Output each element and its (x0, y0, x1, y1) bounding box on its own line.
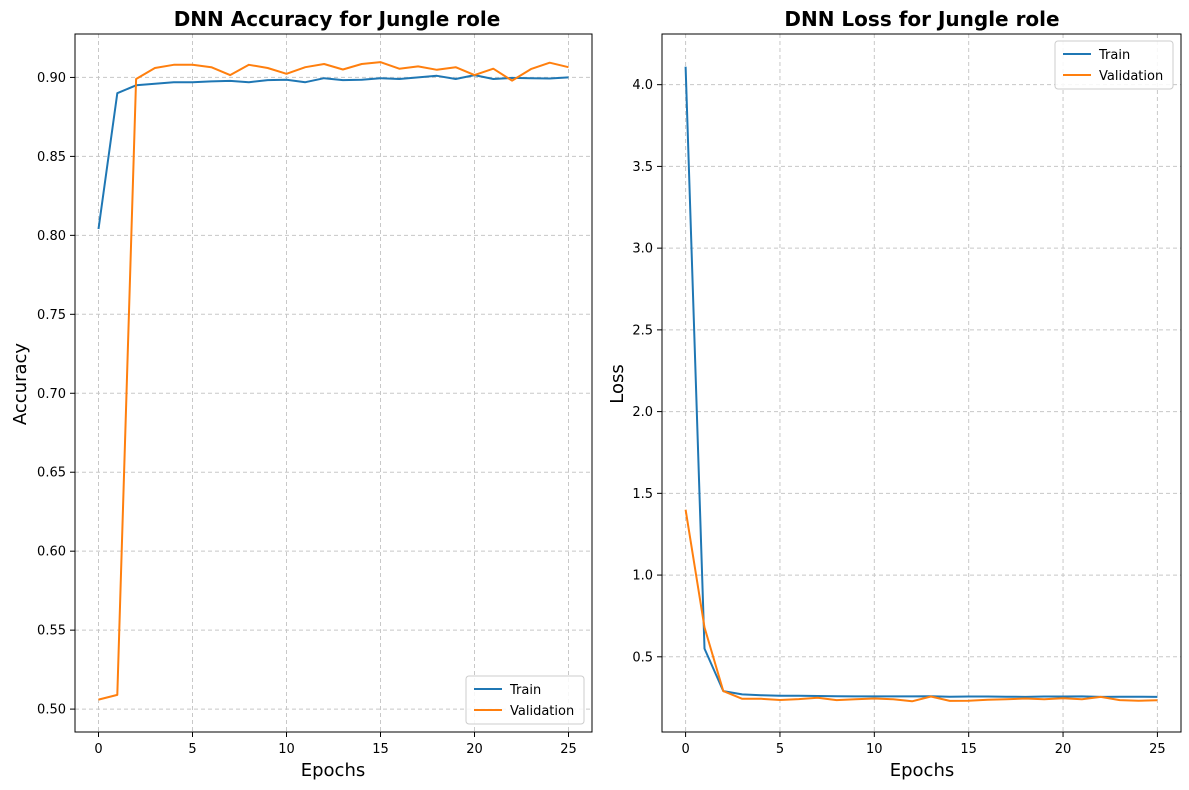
accuracy-chart-title: DNN Accuracy for Jungle role (174, 7, 501, 31)
accuracy-x-tick-label: 5 (188, 742, 196, 757)
loss-chart-title: DNN Loss for Jungle role (784, 7, 1059, 31)
loss-y-tick-label: 0.5 (632, 650, 653, 665)
loss-y-tick-label: 2.0 (632, 405, 653, 420)
accuracy-y-axis-label: Accuracy (10, 343, 31, 426)
loss-axes-frame (661, 33, 1182, 733)
accuracy-y-tick-label: 0.50 (37, 703, 66, 718)
loss-y-tick-label: 2.5 (632, 323, 653, 338)
accuracy-y-tick-label: 0.70 (37, 387, 66, 402)
accuracy-legend: Train Validation (465, 675, 585, 725)
accuracy-x-tick-label: 20 (466, 742, 483, 757)
loss-x-tick-label: 20 (1055, 742, 1072, 757)
accuracy-x-axis-label: Epochs (301, 760, 366, 781)
loss-series-validation-line (684, 509, 1158, 703)
accuracy-legend-label-validation: Validation (510, 704, 574, 719)
loss-y-tick-label: 3.0 (632, 242, 653, 257)
accuracy-y-tick-label: 0.65 (37, 466, 66, 481)
loss-legend: Train Validation (1054, 40, 1174, 90)
accuracy-x-tick-label: 25 (560, 742, 577, 757)
accuracy-y-tick-label: 0.55 (37, 624, 66, 639)
accuracy-y-tick-label: 0.90 (37, 71, 66, 86)
loss-x-tick-label: 5 (776, 742, 784, 757)
accuracy-x-tick-label: 15 (372, 742, 389, 757)
loss-legend-label-train: Train (1098, 48, 1130, 63)
accuracy-series-validation-line (98, 61, 569, 701)
loss-x-tick-label: 15 (960, 742, 977, 757)
loss-y-tick-label: 1.5 (632, 487, 653, 502)
loss-series-train-line (684, 66, 1158, 698)
loss-y-tick-label: 1.0 (632, 569, 653, 584)
loss-x-tick-label: 25 (1149, 742, 1166, 757)
loss-x-tick-label: 0 (681, 742, 689, 757)
accuracy-axes-frame (74, 33, 593, 733)
accuracy-y-tick-label: 0.85 (37, 150, 66, 165)
loss-x-tick-label: 10 (866, 742, 883, 757)
loss-legend-label-validation: Validation (1099, 69, 1163, 84)
loss-y-tick-label: 4.0 (632, 78, 653, 93)
loss-x-axis-label: Epochs (890, 760, 955, 781)
accuracy-x-tick-label: 0 (94, 742, 102, 757)
accuracy-x-tick-label: 10 (278, 742, 295, 757)
loss-chart: DNN Loss for Jungle role Epochs Loss 0 5 1… (607, 7, 1182, 781)
loss-y-axis-label: Loss (607, 364, 628, 403)
accuracy-y-tick-label: 0.80 (37, 229, 66, 244)
accuracy-legend-label-train: Train (509, 683, 541, 698)
accuracy-chart: DNN Accuracy for Jungle role Epochs Accu… (10, 7, 593, 781)
loss-y-tick-label: 3.5 (632, 160, 653, 175)
accuracy-y-tick-label: 0.75 (37, 308, 66, 323)
accuracy-series-train-line (97, 74, 569, 230)
accuracy-y-tick-label: 0.60 (37, 545, 66, 560)
